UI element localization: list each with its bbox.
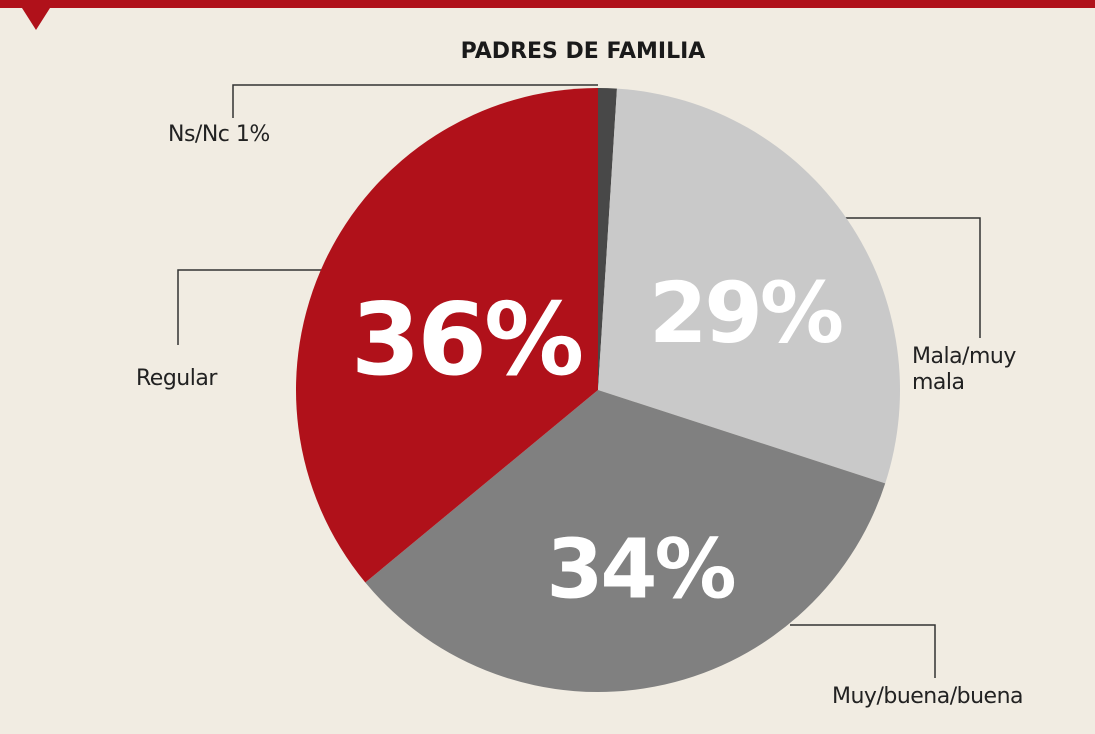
slice-label: Ns/Nc 1% [168, 122, 270, 148]
slice-label: Muy/buena/buena [832, 684, 1024, 710]
pie-slice [598, 88, 900, 484]
chart-title: PADRES DE FAMILIA [461, 39, 706, 64]
top-band [0, 0, 1095, 8]
value-label: 29% [649, 264, 842, 362]
pie-slice [296, 88, 598, 583]
leader-line [845, 217, 981, 338]
slice-label: Regular [136, 366, 217, 392]
category-label: Muy/buena/buena [832, 684, 1024, 709]
leader-line [790, 624, 936, 678]
pie-slice [365, 390, 886, 692]
leader-line [232, 84, 598, 118]
band-pointer [22, 8, 50, 30]
pie-slice [598, 88, 617, 390]
value-label: 36% [351, 281, 582, 398]
slice-label: Mala/muy mala [912, 344, 1022, 396]
category-label: Ns/Nc [168, 122, 230, 147]
category-label: Mala/muy mala [912, 344, 1016, 395]
value-label: 34% [546, 523, 734, 618]
category-label: Regular [136, 366, 217, 391]
leader-line [177, 269, 332, 345]
value-label: 1% [235, 122, 270, 147]
